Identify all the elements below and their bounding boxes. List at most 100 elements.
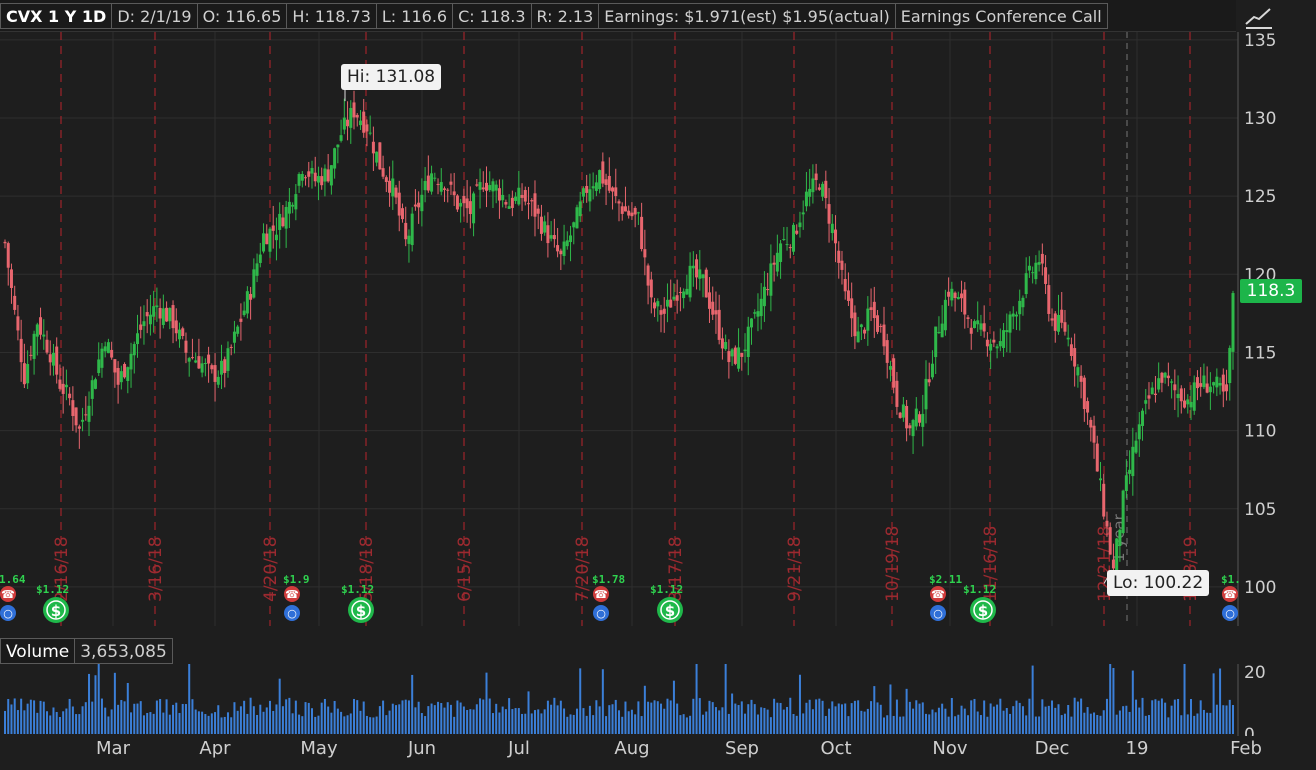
volume-bar xyxy=(556,705,559,734)
candle-body xyxy=(32,333,36,359)
candle-body xyxy=(77,426,81,429)
candle-body xyxy=(678,292,682,294)
candle-body xyxy=(720,338,724,349)
bulb-glyph: ○ xyxy=(596,607,606,620)
chart-style-icon[interactable] xyxy=(1243,4,1275,30)
candle-body xyxy=(1102,483,1106,517)
candle-body xyxy=(704,269,708,298)
volume-bar xyxy=(117,704,120,734)
volume-bar xyxy=(546,700,549,734)
candle-body xyxy=(1005,330,1009,333)
candle-body xyxy=(90,380,94,399)
volume-bar xyxy=(362,701,365,734)
volume-bar xyxy=(414,707,417,734)
volume-bar xyxy=(669,700,672,734)
volume-bar xyxy=(876,702,879,734)
candle-body xyxy=(103,346,107,352)
candle-body xyxy=(614,187,618,197)
volume-bar xyxy=(1228,699,1231,734)
volume-bar xyxy=(866,708,869,734)
candle-body xyxy=(207,354,211,364)
candle-body xyxy=(426,175,430,191)
volume-bar xyxy=(84,702,87,734)
candle-body xyxy=(507,206,511,209)
volume-bar xyxy=(482,699,485,734)
candle-body xyxy=(271,225,275,231)
volume-bar xyxy=(1157,700,1160,734)
volume-bar xyxy=(782,709,785,734)
candle-body xyxy=(472,193,476,224)
candle-body xyxy=(1186,399,1190,405)
candle-body xyxy=(68,393,72,399)
candle-body xyxy=(698,269,702,279)
volume-bar xyxy=(789,697,792,734)
candle-body xyxy=(1221,374,1225,392)
bulb-glyph: ○ xyxy=(287,607,297,620)
candle-body xyxy=(1108,527,1112,555)
candle-body xyxy=(536,208,540,214)
earnings-value-label: $1. xyxy=(1221,573,1241,586)
volume-bar xyxy=(142,715,145,734)
candle-body xyxy=(633,207,637,215)
candle-body xyxy=(446,189,450,191)
dividend-ring xyxy=(351,600,371,620)
high-readout: H: 118.73 xyxy=(287,2,377,29)
volume-bar xyxy=(553,697,556,734)
candle-body xyxy=(817,187,821,190)
volume-bar xyxy=(970,700,973,734)
candle-body xyxy=(326,169,330,182)
candle-body xyxy=(1066,337,1070,340)
candle-body xyxy=(1189,401,1193,408)
volume-bar xyxy=(262,711,265,734)
volume-bar xyxy=(912,708,915,734)
candle-body xyxy=(937,332,941,334)
volume-bar xyxy=(702,714,705,734)
volume-bar xyxy=(1051,700,1054,734)
volume-bar xyxy=(663,708,666,734)
volume-bar xyxy=(643,685,646,734)
candle-body xyxy=(656,301,660,307)
candle-body xyxy=(491,181,495,192)
candle-body xyxy=(850,298,854,319)
candle-body xyxy=(459,202,463,207)
volume-bar xyxy=(42,701,45,734)
volume-bar xyxy=(873,686,876,734)
candle-body xyxy=(740,352,744,357)
candle-body xyxy=(51,352,55,366)
volume-bar xyxy=(479,698,482,734)
x-month-label: Apr xyxy=(199,738,231,759)
volume-bar xyxy=(679,715,682,734)
volume-bar xyxy=(954,716,957,734)
candle-body xyxy=(358,120,362,126)
candle-body xyxy=(898,412,902,418)
candle-body xyxy=(921,413,925,427)
volume-bar xyxy=(882,717,885,734)
volume-bar xyxy=(1177,698,1180,734)
candle-body xyxy=(452,191,456,196)
volume-bar xyxy=(1034,716,1037,734)
candle-body xyxy=(1147,395,1151,399)
volume-chart[interactable]: 20 0 xyxy=(0,664,1316,736)
candle-body xyxy=(653,302,657,309)
earnings-bulb-icon xyxy=(0,605,16,621)
candle-body xyxy=(74,407,78,426)
volume-bar xyxy=(973,698,976,734)
volume-bar xyxy=(256,714,259,734)
volume-bar xyxy=(931,709,934,734)
volume-bar xyxy=(149,712,152,734)
volume-bar xyxy=(611,704,614,734)
volume-bar xyxy=(1147,715,1150,734)
candle-body xyxy=(1111,559,1115,569)
candle-body xyxy=(1212,382,1216,386)
volume-bar xyxy=(285,699,288,734)
volume-label[interactable]: Volume xyxy=(0,638,76,664)
volume-bar xyxy=(1164,702,1167,734)
volume-bar xyxy=(382,700,385,734)
symbol-label[interactable]: CVX 1 Y 1D xyxy=(0,2,113,29)
volume-bar xyxy=(184,704,187,734)
candle-body xyxy=(756,311,760,317)
x-month-label: May xyxy=(300,738,338,759)
volume-bar xyxy=(110,709,113,734)
candle-body xyxy=(979,323,983,330)
